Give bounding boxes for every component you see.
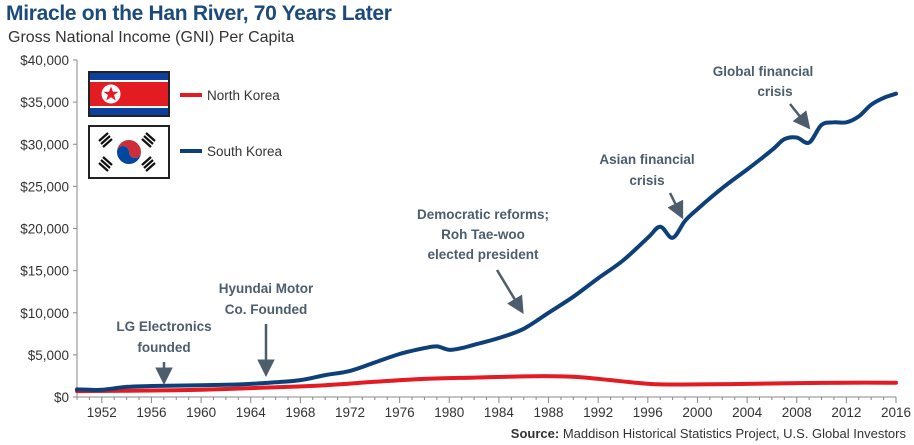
series-line-north-korea [75,374,898,394]
series-lines [75,91,898,394]
annotation-global-crisis: Global financial crisis [713,64,814,130]
x-tick-label: 1956 [136,405,166,420]
y-tick-label: $40,000 [20,53,69,68]
x-axis-ticks: 1952 1956 1960 1964 1968 1972 1976 1980 1984 1988… [76,397,911,420]
annotation-reforms-line2: Roh Tae-woo [441,227,525,242]
y-tick-label: $25,000 [20,179,69,194]
annotation-asian-arrow [667,192,684,220]
y-tick-label: $30,000 [20,137,69,152]
legend: North Korea South Korea [88,71,283,179]
x-tick-label: 2000 [682,405,712,420]
annotation-hyundai: Hyundai Motor Co. Founded [219,281,314,377]
source-label: Source: [511,426,559,441]
annotation-lg-line2: founded [137,340,190,355]
x-tick-label: 1980 [434,405,464,420]
y-tick-label: $20,000 [20,222,69,237]
x-tick-label: 1996 [633,405,663,420]
annotation-asian-line2: crisis [629,173,664,188]
chart-subtitle: Gross National Income (GNI) Per Capita [8,29,295,46]
source-note: Source: Maddison Historical Statistics P… [511,426,907,441]
south-korea-flag-icon [88,125,170,179]
legend-label-north-korea: North Korea [207,88,280,103]
annotation-reforms-line1: Democratic reforms; [417,207,549,222]
series-line-south-korea [75,91,898,392]
y-tick-label: $0 [54,390,69,405]
x-tick-label: 1964 [236,405,267,420]
x-tick-label: 1984 [484,405,515,420]
annotation-democratic-reforms: Democratic reforms; Roh Tae-woo elected … [417,207,549,314]
annotation-hyundai-line2: Co. Founded [225,302,307,317]
y-tick-label: $5,000 [28,348,69,363]
source-text: Maddison Historical Statistics Project, … [559,426,906,441]
x-tick-label: 1976 [385,405,415,420]
x-tick-label: 1972 [335,405,365,420]
annotation-reforms-arrow [495,269,524,314]
x-tick-label: 1992 [583,405,613,420]
y-axis-ticks: $0 $5,000 $10,000 $15,000 $20,000 $25,000 $30,… [20,53,77,405]
x-tick-label: 1952 [87,405,117,420]
x-tick-label: 2008 [782,405,812,420]
north-korea-flag-icon [88,71,170,117]
chart-title: Miracle on the Han River, 70 Years Later [6,2,392,25]
x-tick-label: 1968 [285,405,315,420]
annotation-reforms-line3: elected president [427,247,539,262]
x-tick-label: 1960 [186,405,216,420]
x-tick-label: 2012 [831,405,861,420]
annotation-global-arrow [789,103,811,130]
annotation-lg-electronics: LG Electronics founded [116,319,212,385]
x-tick-label: 1988 [534,405,564,420]
annotation-lg-line1: LG Electronics [116,319,211,334]
annotation-global-line1: Global financial [713,64,814,79]
annotation-hyundai-line1: Hyundai Motor [219,281,314,296]
annotation-asian-line1: Asian financial [599,152,694,167]
y-tick-label: $35,000 [20,95,69,110]
legend-label-south-korea: South Korea [207,144,283,159]
x-tick-label: 2016 [881,405,911,420]
y-tick-label: $10,000 [20,306,69,321]
annotation-global-line2: crisis [757,84,792,99]
x-tick-label: 2004 [732,405,763,420]
y-tick-label: $15,000 [20,264,69,279]
annotation-asian-crisis: Asian financial crisis [599,152,695,220]
